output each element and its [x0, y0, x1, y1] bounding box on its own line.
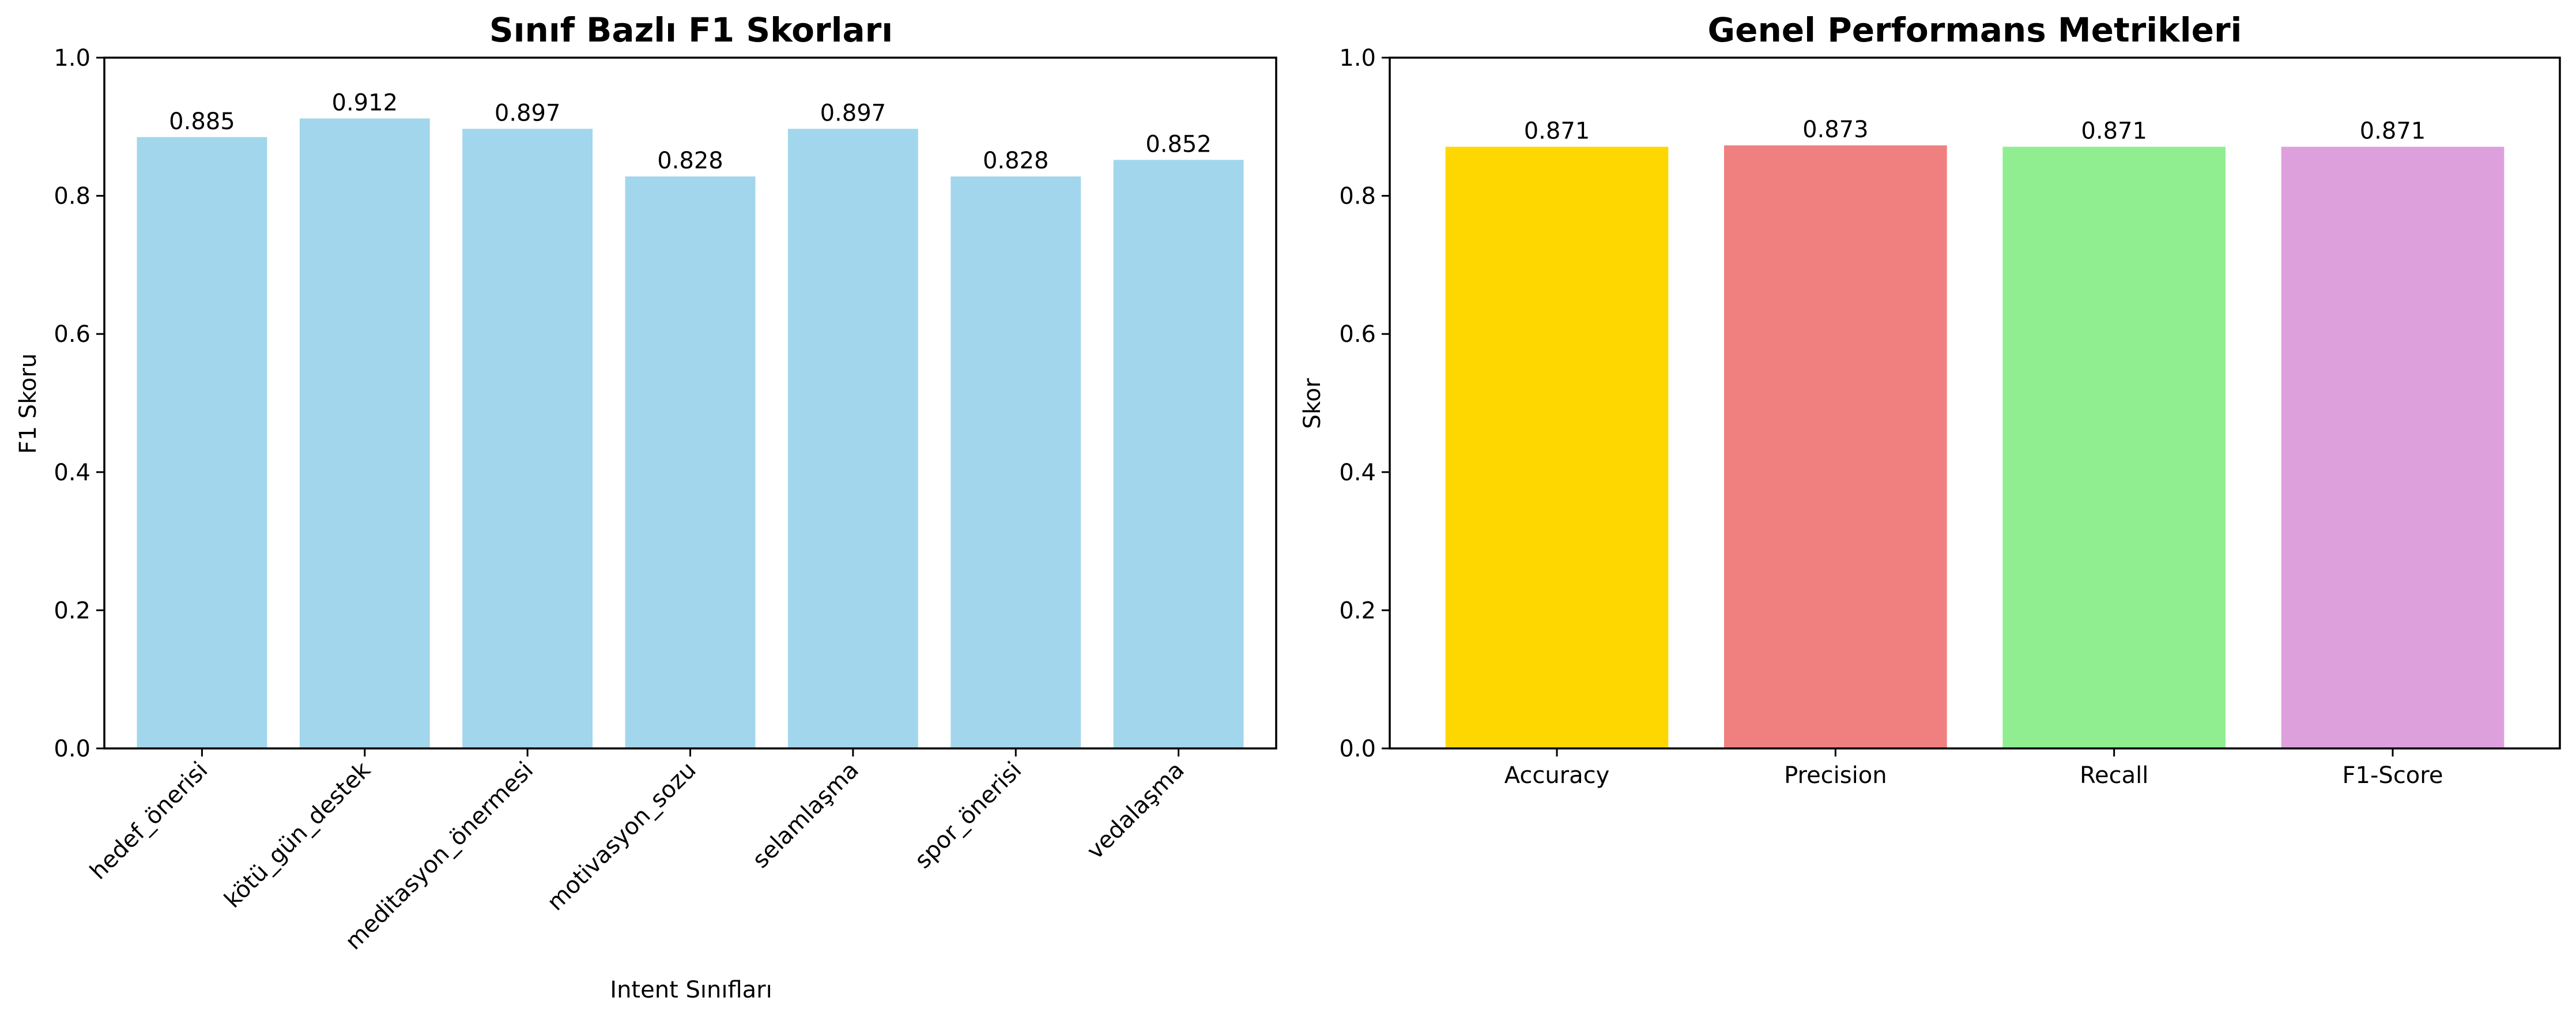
bar — [1445, 146, 1669, 749]
data-label: 0.828 — [657, 148, 723, 174]
x-tick-label: Accuracy — [1504, 762, 1610, 789]
y-ticks: 0.0 0.2 0.4 0.6 0.8 1.0 — [54, 45, 104, 762]
bar — [299, 118, 430, 749]
x-tick-label: F1-Score — [2343, 762, 2443, 789]
bar — [2002, 146, 2226, 749]
y-tick-label: 0.0 — [1339, 736, 1376, 762]
y-tick-label: 0.8 — [54, 183, 90, 210]
y-tick-label: 0.2 — [54, 597, 90, 624]
bar — [1724, 145, 1947, 748]
bar — [137, 137, 267, 748]
data-label: 0.912 — [332, 89, 398, 116]
data-label: 0.852 — [1145, 131, 1212, 157]
y-tick-label: 0.4 — [54, 460, 90, 486]
bar — [462, 129, 593, 748]
bar — [625, 176, 756, 748]
x-ticks: Accuracy Precision Recall F1-Score — [1504, 748, 2443, 789]
data-label: 0.897 — [820, 100, 887, 126]
bars-layer — [1445, 145, 2505, 749]
data-label: 0.871 — [2081, 118, 2147, 145]
y-tick-label: 1.0 — [1339, 45, 1376, 71]
data-label: 0.885 — [169, 108, 235, 135]
data-label: 0.828 — [983, 148, 1049, 174]
y-axis-label: Skor — [1299, 378, 1326, 429]
y-tick-label: 1.0 — [54, 45, 90, 71]
y-ticks: 0.0 0.2 0.4 0.6 0.8 1.0 — [1339, 45, 1390, 762]
bar — [2281, 146, 2505, 749]
y-tick-label: 0.6 — [1339, 321, 1376, 348]
bar — [951, 176, 1081, 748]
bars-layer — [137, 118, 1244, 749]
x-tick-label: Recall — [2080, 762, 2148, 789]
y-axis-label: F1 Skoru — [15, 353, 42, 454]
bar — [1113, 160, 1244, 749]
data-label: 0.873 — [1802, 116, 1869, 143]
data-label: 0.897 — [495, 100, 561, 126]
data-labels: 0.871 0.873 0.871 0.871 — [1524, 116, 2426, 144]
y-tick-label: 0.2 — [1339, 597, 1376, 624]
x-axis-label: Intent Sınıfları — [610, 977, 772, 1003]
data-labels: 0.885 0.912 0.897 0.828 0.897 0.828 0.852 — [169, 89, 1212, 174]
y-tick-label: 0.6 — [54, 321, 90, 348]
y-tick-label: 0.0 — [54, 736, 90, 762]
bar — [787, 129, 918, 748]
overall-metrics-chart: Genel Performans Metrikleri Skor 0.00.20… — [1299, 10, 2561, 789]
chart-title: Genel Performans Metrikleri — [1708, 10, 2242, 50]
y-tick-label: 0.8 — [1339, 183, 1376, 210]
x-tick-label: Precision — [1784, 762, 1887, 789]
data-label: 0.871 — [1524, 118, 1590, 145]
y-tick-label: 0.4 — [1339, 460, 1376, 486]
data-label: 0.871 — [2360, 118, 2426, 145]
plot-area-frame — [103, 57, 1277, 750]
plot-area-frame — [1389, 57, 2561, 750]
chart-title: Sınıf Bazlı F1 Skorları — [489, 10, 893, 50]
